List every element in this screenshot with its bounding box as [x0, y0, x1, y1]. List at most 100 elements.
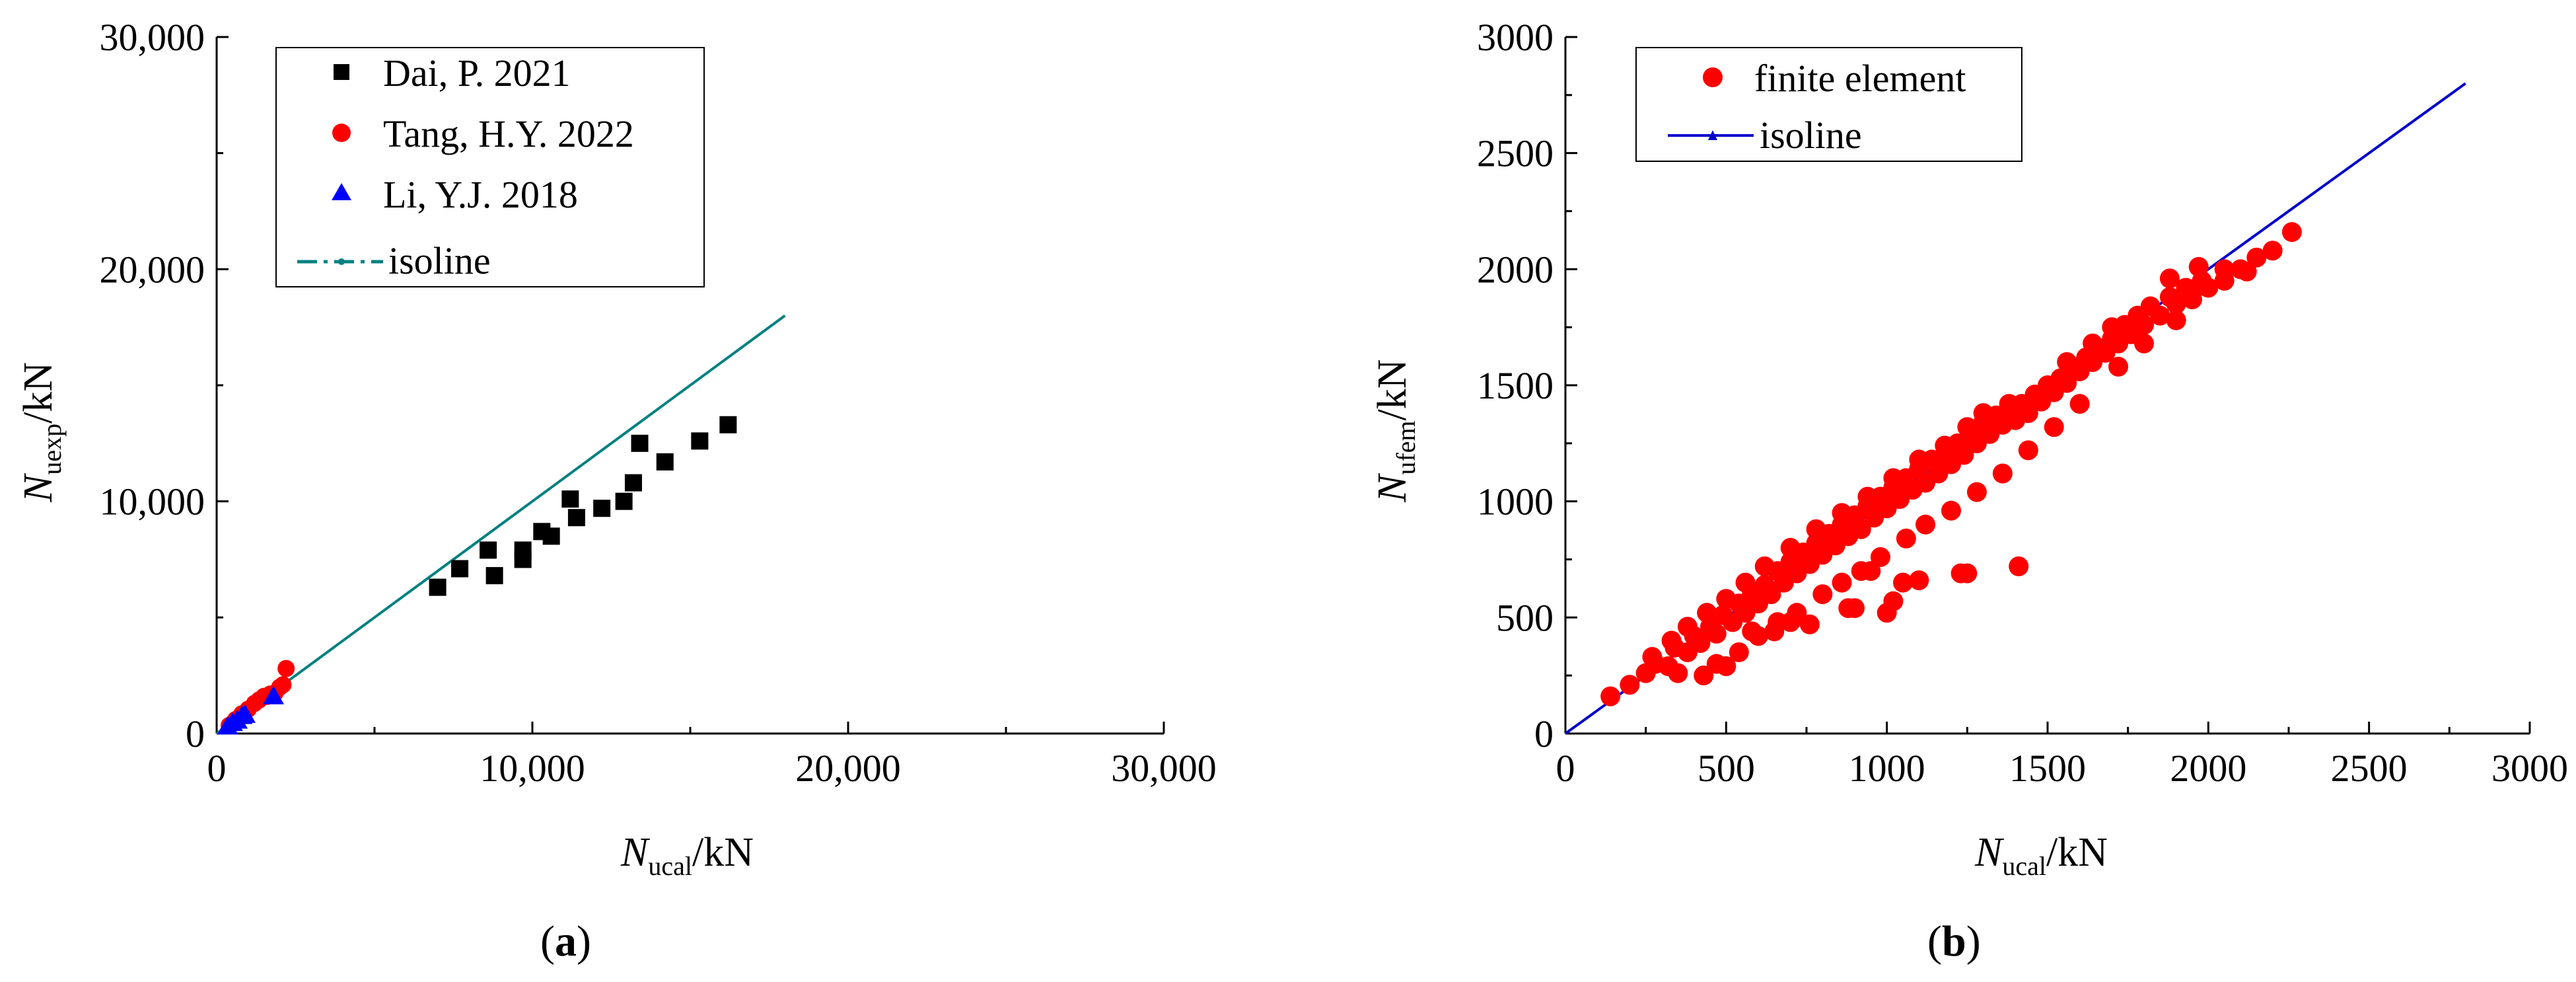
point-finite-element [1954, 445, 1974, 465]
point-dai-p-2021 [429, 578, 447, 596]
point-finite-element [1909, 449, 1929, 470]
point-finite-element [1729, 642, 1749, 663]
isoline [215, 314, 786, 735]
panel-b-x-axis-title: Nucal/kN [1974, 830, 2108, 881]
point-finite-element [1706, 654, 1727, 674]
point-finite-element [1780, 612, 1801, 632]
panel-b-ylabel-unit: /kN [1370, 359, 1415, 420]
point-finite-element [2182, 282, 2202, 303]
x-tick-label: 10,000 [480, 747, 585, 790]
panel-b-ylabel-main: N [1370, 472, 1415, 503]
point-finite-element [2150, 305, 2170, 326]
point-finite-element [1992, 463, 2013, 484]
y-tick-label: 500 [1496, 596, 1554, 639]
legend-li-label: Li, Y.J. 2018 [383, 173, 578, 216]
point-dai-p-2021 [561, 490, 579, 508]
point-finite-element [1764, 621, 1785, 642]
point-li-y-j-2018 [263, 685, 285, 704]
x-tick-label: 3000 [2491, 747, 2568, 790]
panel-b-ylabel-sub: ufem [1391, 420, 1421, 474]
legend-finite-element-marker [1703, 67, 1723, 87]
point-dai-p-2021 [480, 541, 497, 559]
point-finite-element [1832, 503, 1852, 523]
point-finite-element [2159, 268, 2180, 289]
point-finite-element [1694, 665, 1714, 686]
point-finite-element [2083, 333, 2103, 354]
point-finite-element [1761, 584, 1781, 605]
panel-b-y-axis-title: Nufem/kN [1370, 359, 1421, 503]
point-finite-element [1870, 547, 1890, 567]
point-finite-element [1966, 482, 1987, 502]
y-tick-label: 10,000 [100, 480, 205, 523]
point-dai-p-2021 [593, 500, 611, 517]
legend-isoline-b-label: isoline [1760, 114, 1862, 157]
x-tick-label: 2000 [2170, 747, 2246, 790]
point-finite-element [2236, 261, 2257, 282]
point-finite-element [1697, 603, 1717, 623]
point-finite-element [1742, 621, 1762, 642]
point-finite-element [1600, 686, 1621, 706]
panel-b-plot-area [1564, 82, 2466, 735]
y-tick-label: 20,000 [100, 248, 205, 291]
panel-a-x-axis-title: Nucal/kN [620, 830, 754, 881]
panel-b-xlabel-unit: /kN [2046, 830, 2108, 875]
legend-dai-label: Dai, P. 2021 [383, 52, 571, 94]
point-finite-element [2262, 241, 2283, 261]
point-finite-element [1999, 394, 2019, 414]
panel-a-xlabel-main: N [620, 830, 651, 875]
legend-tang-marker [332, 124, 351, 142]
point-finite-element [2069, 394, 2090, 414]
point-finite-element [1735, 572, 1756, 593]
point-finite-element [1668, 663, 1688, 683]
point-finite-element [2044, 417, 2064, 437]
point-finite-element [2166, 294, 2186, 315]
panel-a-xlabel-sub: ucal [648, 851, 692, 881]
panel-a-ylabel-main: N [16, 472, 61, 503]
point-finite-element [2134, 315, 2154, 335]
panel-b-legend: finite element isoline [1635, 47, 2022, 162]
point-finite-element [1838, 598, 1859, 619]
point-dai-p-2021 [719, 416, 737, 434]
point-finite-element [1706, 623, 1727, 644]
point-finite-element [1935, 435, 1955, 456]
point-dai-p-2021 [615, 492, 633, 510]
point-finite-element [1893, 572, 1913, 593]
panel-a-y-axis-title: Nuexp/kN [16, 362, 67, 503]
point-finite-element [1677, 617, 1698, 637]
point-finite-element [1941, 500, 1961, 521]
point-li-y-j-2018 [234, 704, 256, 723]
point-finite-element [2009, 556, 2029, 577]
legend-li-marker [332, 183, 351, 200]
point-finite-element [2018, 440, 2038, 461]
x-tick-label: 0 [207, 747, 227, 790]
x-tick-label: 1500 [2009, 747, 2086, 790]
point-finite-element [1857, 486, 1878, 507]
point-finite-element [1780, 537, 1801, 558]
point-finite-element [2246, 247, 2267, 268]
point-finite-element [1812, 584, 1833, 605]
point-finite-element [1883, 468, 1904, 488]
point-finite-element [2281, 222, 2302, 243]
point-finite-element [2102, 317, 2122, 338]
point-dai-p-2021 [451, 560, 469, 578]
point-finite-element [1915, 514, 1936, 535]
panel-b-xlabel-main: N [1974, 830, 2005, 875]
point-dai-p-2021 [485, 567, 503, 585]
point-finite-element [1799, 614, 1820, 634]
point-finite-element [1877, 603, 1897, 623]
panel-a-x-axis: 0 10,000 20,000 30,000 [207, 722, 1217, 790]
y-tick-label: 30,000 [100, 16, 205, 59]
panel-a-plot-area [215, 314, 786, 735]
y-tick-label: 2500 [1477, 132, 1554, 175]
panel-a-x-ticks: 0 10,000 20,000 30,000 [207, 722, 1217, 790]
point-dai-p-2021 [624, 474, 642, 492]
point-finite-element [1957, 417, 1978, 437]
panel-a-ylabel-unit: /kN [16, 362, 61, 424]
x-tick-label: 30,000 [1111, 747, 1217, 790]
panel-b-x-axis: 0 500 1000 1500 2000 2500 3000 [1556, 722, 2568, 790]
y-tick-label: 1000 [1477, 480, 1554, 523]
legend-dai-marker [334, 64, 349, 80]
point-tang-h-y-2022 [277, 660, 295, 677]
